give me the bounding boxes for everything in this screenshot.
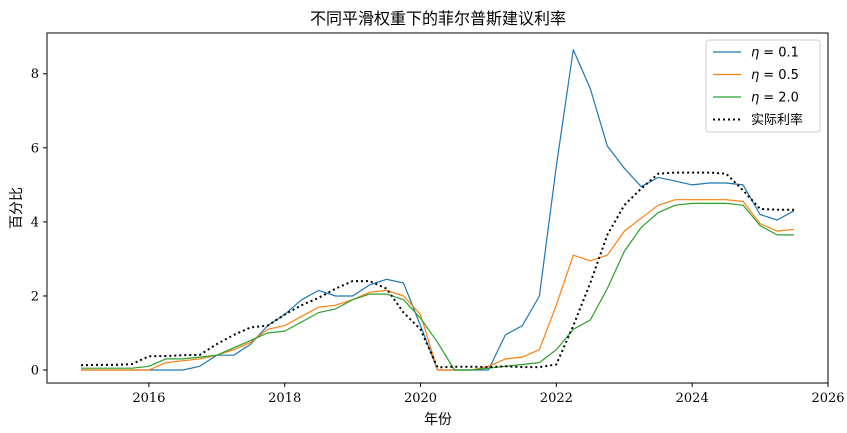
x-tick-label-2022: 2022 xyxy=(540,391,573,406)
y-tick-label-4: 4 xyxy=(31,215,39,230)
x-axis-ticks: 2016 2018 2020 2022 2024 2026 xyxy=(132,383,845,406)
legend: η = 0.1 η = 0.5 η = 2.0 实际利率 xyxy=(705,39,821,133)
y-tick-label-2: 2 xyxy=(31,289,39,304)
series-line-4 xyxy=(80,171,794,369)
x-tick-label-2016: 2016 xyxy=(132,391,165,406)
y-axis-ticks: 0 2 4 6 8 xyxy=(31,67,47,379)
x-tick-label-2026: 2026 xyxy=(811,391,844,406)
plot-area: 2016 2018 2020 2022 2024 2026 0 2 4 6 8 xyxy=(31,32,845,406)
y-tick-label-6: 6 xyxy=(31,141,39,156)
legend-box xyxy=(705,39,821,133)
legend-label-4: 实际利率 xyxy=(751,112,803,128)
chart-title: 不同平滑权重下的菲尔普斯建议利率 xyxy=(310,9,566,28)
y-tick-label-8: 8 xyxy=(31,67,39,82)
legend-label-3: η = 2.0 xyxy=(751,91,799,106)
x-tick-label-2018: 2018 xyxy=(268,391,301,406)
series-line-2 xyxy=(81,199,795,371)
axes-frame xyxy=(46,32,829,384)
series-line-3 xyxy=(81,202,794,371)
x-tick-label-2024: 2024 xyxy=(676,391,709,406)
legend-label-2: η = 0.5 xyxy=(751,68,799,83)
legend-label-1: η = 0.1 xyxy=(751,46,799,61)
y-axis-label: 百分比 xyxy=(9,187,25,229)
x-axis-label: 年份 xyxy=(424,412,452,428)
x-tick-label-2020: 2020 xyxy=(404,391,437,406)
series-layer xyxy=(80,49,795,371)
series-line-1 xyxy=(81,49,795,371)
y-tick-label-0: 0 xyxy=(31,364,39,379)
